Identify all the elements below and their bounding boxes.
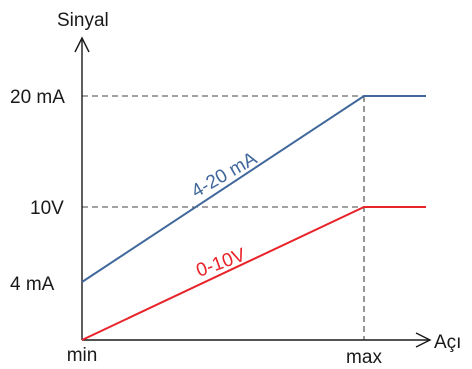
y-axis-title: Sinyal bbox=[57, 10, 109, 31]
x-tick-min: min bbox=[67, 345, 98, 366]
series-line-4-20-ma bbox=[81, 95, 426, 283]
series-lines bbox=[81, 95, 426, 341]
x-axis-title: Açı bbox=[434, 332, 461, 353]
y-axis-arrow bbox=[74, 36, 90, 53]
x-tick-max: max bbox=[346, 347, 382, 368]
series-line-0-10v bbox=[81, 206, 426, 341]
y-tick-10v: 10V bbox=[30, 198, 64, 219]
y-tick-20ma: 20 mA bbox=[10, 87, 65, 108]
x-axis-arrow bbox=[415, 332, 432, 348]
series-label-4-20ma: 4-20 mA bbox=[188, 148, 261, 202]
series-label-0-10v: 0-10V bbox=[194, 245, 249, 282]
axes bbox=[74, 36, 432, 348]
guide-lines bbox=[82, 95, 365, 340]
y-tick-4ma: 4 mA bbox=[10, 274, 55, 295]
